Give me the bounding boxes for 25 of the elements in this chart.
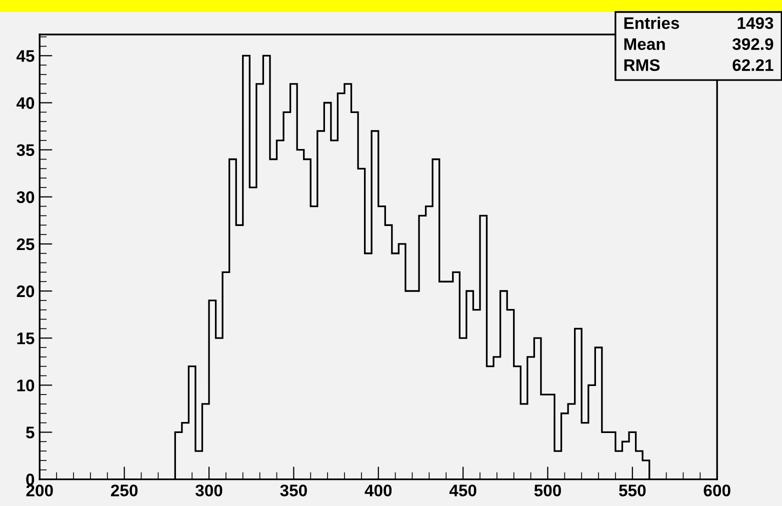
- y-tick-label: 10: [17, 380, 34, 392]
- x-tick-label: 450: [449, 484, 476, 496]
- x-tick-label: 350: [280, 484, 307, 496]
- x-tick-label: 600: [704, 484, 730, 496]
- y-tick-label: 25: [16, 238, 34, 250]
- y-tick-label: 45: [16, 50, 34, 62]
- x-tick-label: 550: [619, 484, 646, 496]
- x-tick-label: 500: [534, 484, 561, 496]
- y-tick-label: 0: [26, 474, 34, 486]
- annotation: Mean: [624, 38, 665, 50]
- y-tick-label: 30: [16, 191, 34, 204]
- y-tick-label: 20: [16, 285, 34, 298]
- y-tick-label: 40: [16, 97, 34, 109]
- y-tick-label: 15: [17, 332, 34, 344]
- x-tick-label: 400: [364, 484, 392, 496]
- x-tick-label: 250: [111, 484, 138, 496]
- text: Entries: [624, 16, 680, 29]
- y-tick-label: 35: [16, 144, 34, 156]
- x-tick-label: 300: [195, 484, 222, 496]
- x-tick-label: 200: [26, 484, 53, 496]
- y-tick-label: 5: [26, 426, 34, 438]
- text: 1493: [738, 17, 774, 30]
- annotation: RMS: [624, 59, 660, 71]
- text: 392.9: [732, 38, 774, 50]
- text: 62.21: [732, 59, 774, 71]
